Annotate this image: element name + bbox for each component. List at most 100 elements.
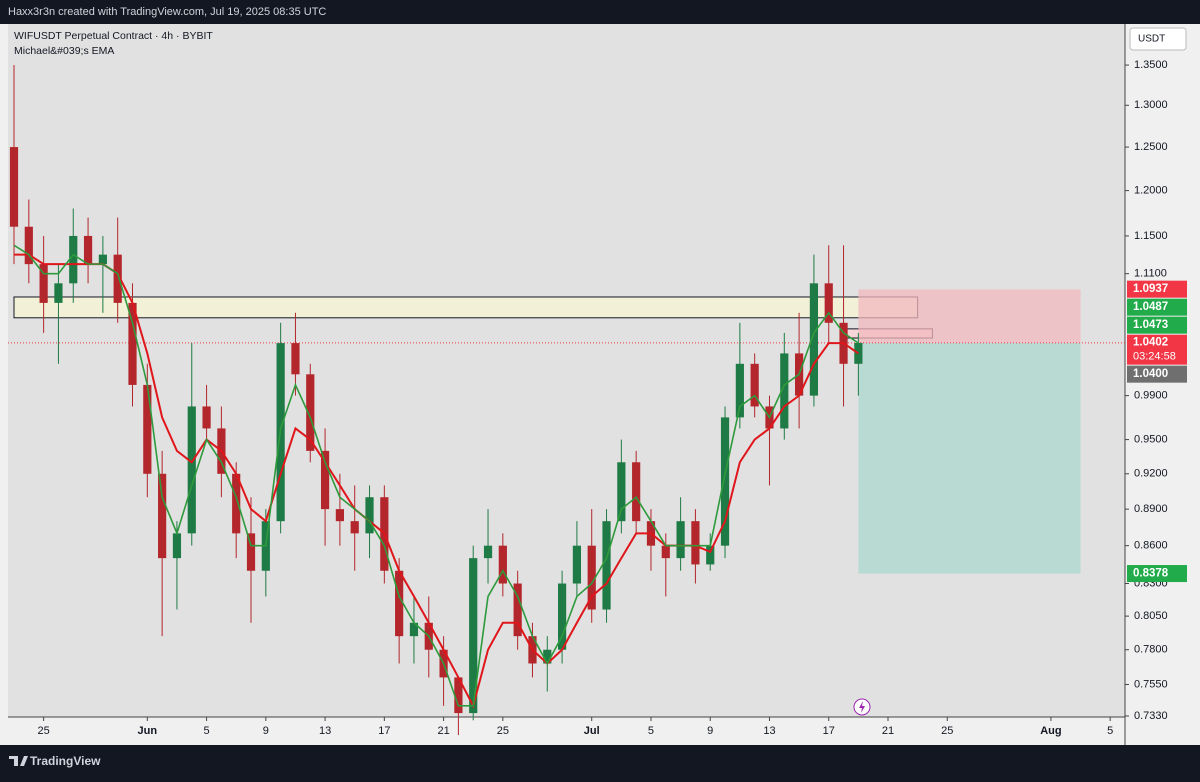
y-tick-label: 1.2000	[1134, 184, 1168, 196]
x-tick-label: 17	[823, 725, 835, 737]
brand: TradingView	[30, 754, 101, 768]
currency-box[interactable]	[1129, 27, 1187, 51]
y-tick-label: 0.7330	[1134, 710, 1168, 722]
price-label-box	[1127, 334, 1187, 365]
x-tick-label: 17	[378, 725, 390, 737]
indicator-name: Michael&#039;s EMA	[14, 45, 114, 57]
y-tick-label: 0.7550	[1134, 678, 1168, 690]
y-tick-label: 0.9200	[1134, 468, 1168, 480]
x-tick-label: 9	[263, 725, 269, 737]
candle-body	[587, 545, 596, 610]
price-label: 0.8378	[1133, 568, 1169, 580]
currency: USDT	[1138, 34, 1165, 45]
candle-body	[735, 363, 744, 418]
candle-body	[676, 521, 685, 559]
candle-body	[24, 226, 33, 265]
candle-body	[143, 384, 152, 474]
price-label: 1.0402	[1133, 337, 1168, 349]
price-label-box	[1127, 565, 1187, 583]
candle-body	[691, 521, 700, 565]
events-bolt	[859, 701, 865, 713]
x-tick-label: 13	[319, 725, 331, 737]
candle-body	[69, 235, 78, 284]
x-tick-label: Jul	[584, 725, 600, 737]
candle-body	[632, 462, 641, 522]
countdown: 03:24:58	[1133, 351, 1176, 363]
y-tick-label: 1.1500	[1134, 230, 1168, 242]
candle-body	[602, 521, 611, 610]
credit: Haxx3r3n created with TradingView.com, J…	[8, 6, 326, 18]
x-tick-label: 25	[941, 725, 953, 737]
candle-body	[824, 283, 833, 323]
candle-body	[780, 353, 789, 429]
candle-body	[158, 473, 167, 559]
candle-body	[39, 264, 48, 303]
candle-body	[809, 283, 819, 396]
candle-body	[291, 343, 300, 375]
candle-body	[335, 509, 344, 522]
candle-body	[706, 545, 715, 565]
candle-body	[128, 302, 137, 385]
y-tick-label: 1.1100	[1134, 268, 1167, 280]
candle-body	[572, 545, 582, 584]
candle-body	[617, 462, 626, 522]
y-tick-label: 0.8600	[1134, 540, 1168, 552]
y-tick-label: 0.9900	[1134, 390, 1168, 402]
candle-body	[9, 147, 19, 227]
x-tick-label: 21	[437, 725, 449, 737]
candle-body	[483, 545, 493, 559]
candle-body	[365, 497, 374, 534]
x-tick-label: Jun	[138, 725, 158, 737]
price-label-box	[1127, 280, 1187, 298]
y-tick-label: 1.3000	[1134, 99, 1168, 111]
price-label-box	[1127, 316, 1187, 334]
candle-body	[320, 450, 330, 510]
y-tick-label: 0.8050	[1134, 610, 1168, 622]
candle-body	[750, 363, 759, 407]
zone	[13, 296, 919, 319]
target-zone	[858, 342, 1081, 574]
candle-body	[350, 521, 359, 534]
candle-body	[395, 570, 404, 637]
candle-body	[498, 545, 507, 584]
candle-body	[172, 533, 182, 559]
candle-body	[469, 558, 478, 714]
footer-bar	[0, 745, 1200, 777]
candle-body	[720, 417, 730, 546]
ema-line	[13, 244, 859, 707]
stop-zone	[858, 289, 1081, 343]
x-tick-label: 9	[707, 725, 713, 737]
candle-body	[54, 283, 63, 303]
candle-body	[454, 677, 463, 714]
price-label: 1.0937	[1133, 283, 1168, 295]
y-tick-label: 0.8900	[1134, 503, 1168, 515]
price-label-box	[1127, 298, 1187, 316]
x-tick-label: 25	[38, 725, 50, 737]
candle-body	[246, 533, 256, 571]
candle-body	[113, 254, 122, 303]
candle-body	[543, 649, 552, 664]
candle-body	[409, 622, 419, 637]
plot	[8, 65, 1125, 736]
header-bar	[0, 0, 1200, 24]
x-tick-label: 5	[1107, 725, 1113, 737]
candle-body	[232, 473, 241, 534]
x-tick-label: Aug	[1040, 725, 1061, 737]
symbol-title: WIFUSDT Perpetual Contract · 4h · BYBIT	[14, 30, 213, 42]
x-tick-label: 13	[763, 725, 775, 737]
x-tick-label: 21	[882, 725, 894, 737]
x-tick-label: 25	[497, 725, 509, 737]
price-label: 1.0400	[1133, 368, 1168, 380]
candle-body	[661, 545, 670, 559]
x-tick-label: 5	[648, 725, 654, 737]
candle-body	[202, 406, 211, 429]
candle-body	[98, 254, 107, 265]
candle-body	[513, 583, 522, 637]
price-label: 1.0487	[1133, 301, 1168, 313]
x-tick-label: 5	[204, 725, 210, 737]
candle-body	[83, 235, 93, 265]
candle-body	[557, 583, 567, 650]
y-tick-label: 1.2500	[1134, 141, 1168, 153]
